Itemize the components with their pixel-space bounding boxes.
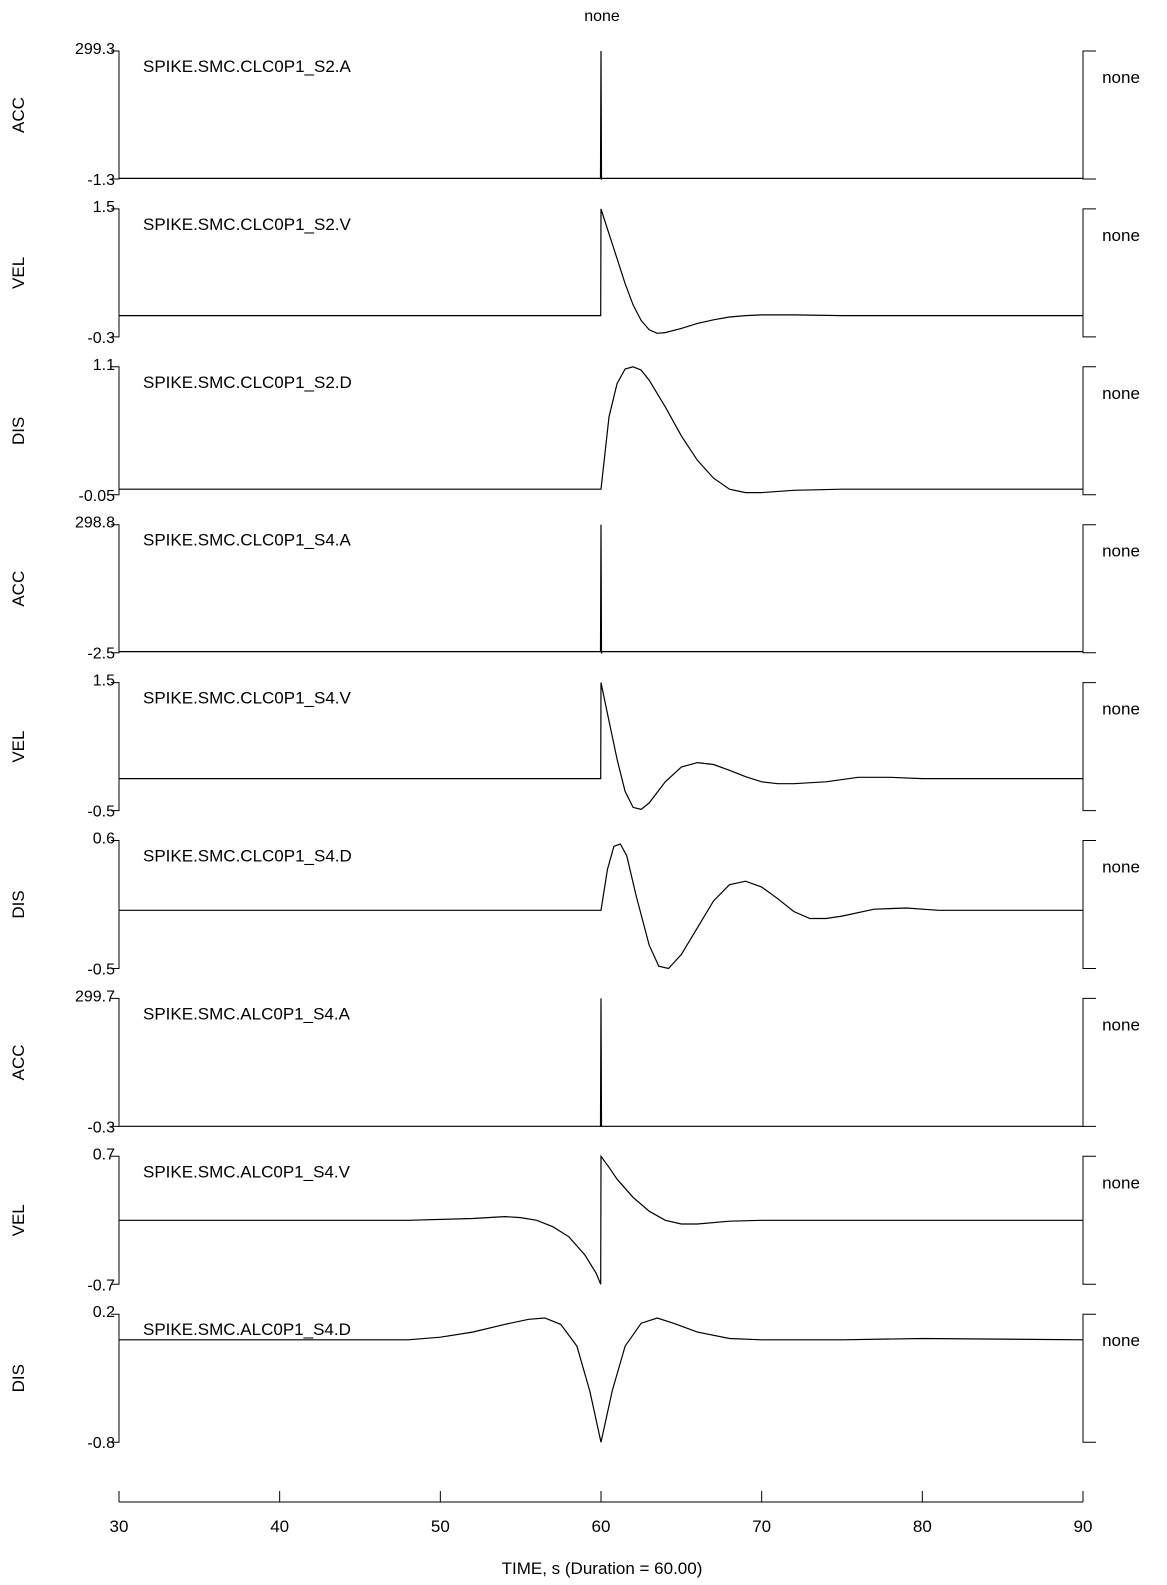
left-axis [111, 366, 120, 496]
right-label: none [1102, 226, 1140, 245]
left-axis [111, 682, 120, 812]
x-tick-label: 70 [752, 1517, 771, 1536]
y-min-label: -0.5 [87, 804, 115, 821]
trace-line [119, 843, 1083, 970]
trace-line [119, 1154, 1083, 1285]
y-max-label: 298.8 [75, 515, 115, 532]
right-label: none [1102, 384, 1140, 403]
left-axis [111, 208, 120, 338]
trace-name: SPIKE.SMC.ALC0P1_S4.V [143, 1162, 351, 1181]
right-axis [1082, 524, 1096, 654]
x-tick-label: 80 [913, 1517, 932, 1536]
right-label: none [1102, 858, 1140, 877]
left-axis [111, 524, 120, 654]
trace-line [119, 208, 1083, 334]
trace-panels: 299.3-1.3ACCSPIKE.SMC.CLC0P1_S2.Anone1.5… [9, 41, 1140, 1452]
y-max-label: 1.1 [93, 357, 115, 374]
right-label: none [1102, 1173, 1140, 1192]
x-axis-label: TIME, s (Duration = 60.00) [502, 1559, 703, 1578]
trace-line [119, 50, 1083, 181]
trace-name: SPIKE.SMC.CLC0P1_S4.V [143, 689, 352, 708]
right-label: none [1102, 1331, 1140, 1350]
trace-name: SPIKE.SMC.CLC0P1_S4.D [143, 847, 352, 866]
trace-name: SPIKE.SMC.CLC0P1_S2.V [143, 215, 352, 234]
trace-line [119, 366, 1083, 494]
right-label: none [1102, 542, 1140, 561]
trace-line [119, 998, 1083, 1128]
y-axis-label: ACC [9, 1044, 28, 1080]
y-axis-label: ACC [9, 97, 28, 133]
y-axis-label: VEL [9, 1204, 28, 1236]
y-min-label: -2.5 [87, 646, 115, 663]
y-min-label: -0.05 [79, 488, 116, 505]
x-tick-label: 60 [592, 1517, 611, 1536]
x-tick-label: 90 [1074, 1517, 1093, 1536]
y-max-label: 299.3 [75, 41, 115, 58]
x-tick-label: 50 [431, 1517, 450, 1536]
y-max-label: 299.7 [75, 988, 115, 1005]
y-axis-label: DIS [9, 417, 28, 445]
right-axis [1082, 1313, 1096, 1443]
x-tick-label: 40 [270, 1517, 289, 1536]
y-max-label: 0.2 [93, 1304, 115, 1321]
left-axis [111, 840, 120, 969]
trace-name: SPIKE.SMC.ALC0P1_S4.D [143, 1320, 351, 1339]
right-label: none [1102, 68, 1140, 87]
right-axis [1082, 1155, 1096, 1285]
time-axis: 30 40 50 60 70 80 90 [110, 1491, 1093, 1536]
right-axis [1082, 997, 1096, 1127]
y-axis-label: VEL [9, 731, 28, 763]
y-axis-label: ACC [9, 571, 28, 607]
y-max-label: 1.5 [93, 673, 115, 690]
y-max-label: 1.5 [93, 199, 115, 216]
right-axis [1082, 366, 1096, 496]
left-axis [111, 1155, 120, 1285]
left-axis [111, 1313, 120, 1443]
y-min-label: -0.7 [87, 1277, 115, 1294]
right-axis [1082, 682, 1096, 812]
y-axis-label: VEL [9, 257, 28, 289]
right-axis [1082, 50, 1096, 180]
left-axis [111, 50, 120, 180]
trace-name: SPIKE.SMC.CLC0P1_S2.D [143, 373, 352, 392]
trace-line [119, 682, 1083, 810]
right-axis [1082, 208, 1096, 338]
y-max-label: 0.6 [93, 831, 115, 848]
y-axis-label: DIS [9, 1364, 28, 1392]
left-axis [111, 997, 120, 1127]
trace-name: SPIKE.SMC.CLC0P1_S4.A [143, 531, 352, 550]
y-min-label: -0.5 [87, 962, 115, 979]
trace-name: SPIKE.SMC.CLC0P1_S2.A [143, 57, 352, 76]
trace-line [119, 1317, 1084, 1443]
x-tick-label: 30 [110, 1517, 129, 1536]
y-min-label: -0.8 [87, 1435, 115, 1452]
y-axis-label: DIS [9, 890, 28, 918]
right-label: none [1102, 1015, 1140, 1034]
y-min-label: -0.3 [87, 330, 115, 347]
y-min-label: -1.3 [87, 172, 115, 189]
right-label: none [1102, 700, 1140, 719]
trace-line [119, 524, 1083, 655]
y-max-label: 0.7 [93, 1146, 115, 1163]
y-min-label: -0.3 [87, 1119, 115, 1136]
right-axis [1082, 840, 1096, 969]
chart-title: none [584, 8, 620, 25]
trace-name: SPIKE.SMC.ALC0P1_S4.A [143, 1004, 351, 1023]
